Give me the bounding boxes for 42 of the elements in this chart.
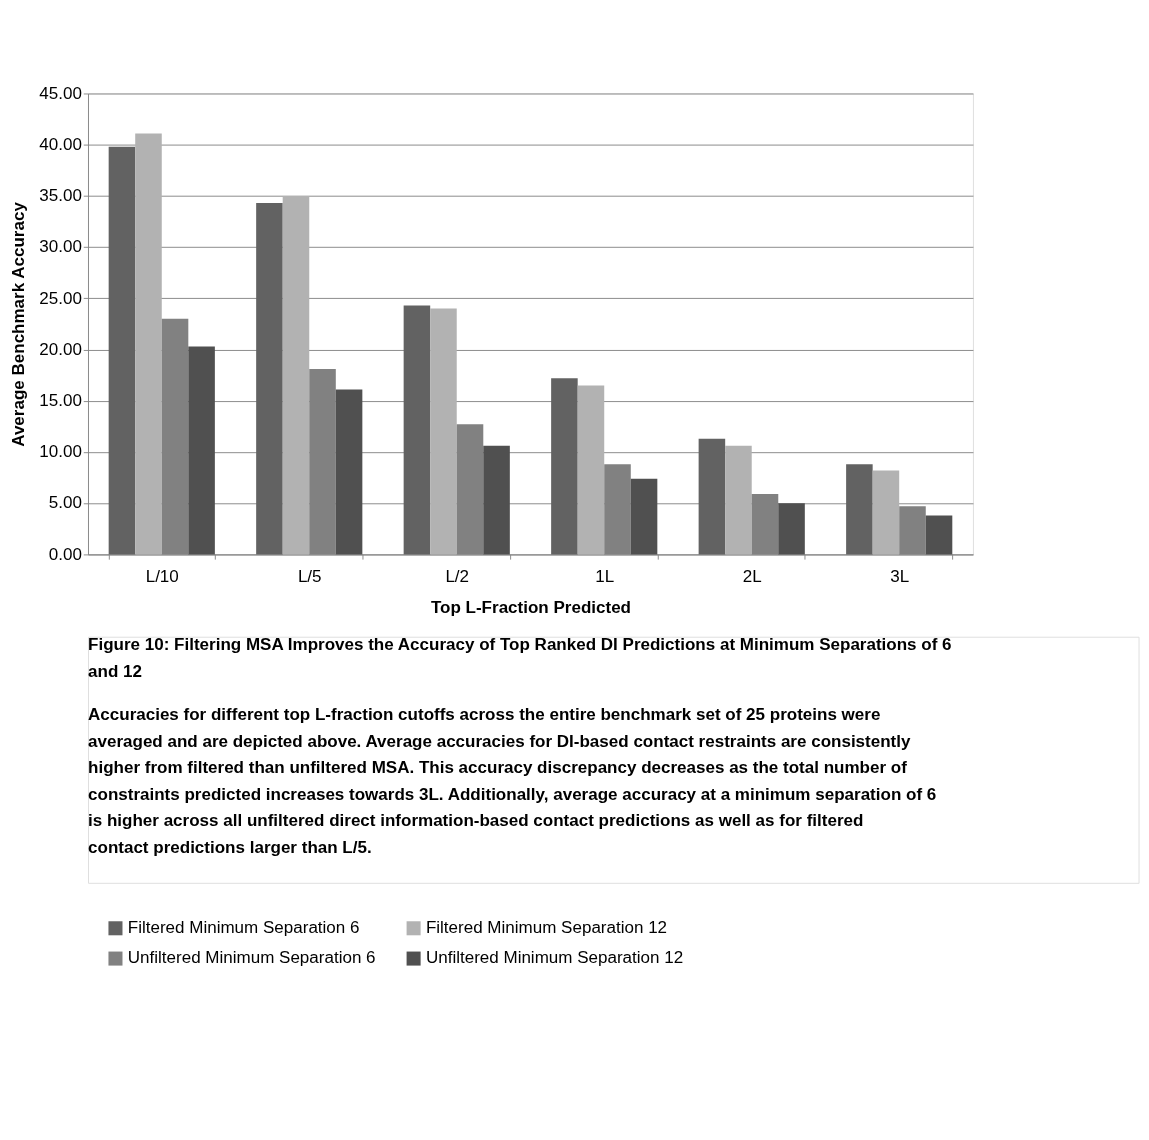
x-tick-label: 2L <box>742 567 762 587</box>
bar <box>577 385 605 555</box>
legend-label: Unfiltered Minimum Separation 6 <box>127 948 376 968</box>
bar <box>630 478 658 555</box>
y-tick-label: 15.00 <box>39 390 82 410</box>
x-tick-label: L/2 <box>445 567 470 587</box>
y-axis-title: Average Benchmark Accuracy <box>9 201 29 447</box>
y-tick-label: 0.00 <box>48 544 82 564</box>
x-tick-label: 3L <box>890 567 910 587</box>
bar <box>698 438 726 555</box>
y-tick-label: 25.00 <box>39 288 82 308</box>
bar <box>551 378 578 555</box>
y-tick-label: 45.00 <box>39 83 82 103</box>
x-tick-label: 1L <box>595 567 615 587</box>
bar <box>778 503 805 555</box>
caption: Figure 10: Filtering MSA Improves the Accuracy of Top Ranked DI Predictions at Minimum Separations of 6 and 12 <box>88 635 952 681</box>
y-tick-label: 35.00 <box>39 186 82 206</box>
bar <box>108 146 136 555</box>
text: Accuracies for different top L-fraction cutoffs across the entire benchmark set of 25 proteins were averaged and are depicted above. Average accuracies for DI-based contact restraints are consistently higher from filtered than unfiltered MSA. This accuracy discrepancy decreases as the total number of constraints predicted increases towards 3L. Additionally, average accuracy at a minimum separation of 6 is higher across all unfiltered direct information-based contact predictions as well as for filtered contact predictions larger than L/5. <box>88 705 937 857</box>
y-tick-label: 10.00 <box>39 442 82 462</box>
bar <box>430 308 457 555</box>
y-tick-label: 40.00 <box>39 134 82 154</box>
x-axis-title: Top L-Fraction Predicted <box>430 597 632 617</box>
bar <box>872 470 900 555</box>
y-tick-label: 20.00 <box>39 339 82 359</box>
bar <box>282 195 310 555</box>
bar <box>335 389 363 555</box>
bar <box>925 515 953 555</box>
y-tick-label: 5.00 <box>48 493 82 513</box>
y-tick-label: 30.00 <box>39 237 82 257</box>
bar <box>135 133 162 555</box>
x-tick-label: L/10 <box>145 567 179 587</box>
bar <box>483 445 510 555</box>
bar <box>846 464 873 555</box>
legend-label: Unfiltered Minimum Separation 12 <box>425 948 684 968</box>
legend-label: Filtered Minimum Separation 12 <box>425 918 668 938</box>
bar <box>725 445 752 555</box>
x-tick-label: L/5 <box>297 567 322 587</box>
legend-label: Filtered Minimum Separation 6 <box>127 918 360 938</box>
bar <box>188 346 215 555</box>
bar <box>403 305 431 555</box>
bar <box>256 203 283 555</box>
